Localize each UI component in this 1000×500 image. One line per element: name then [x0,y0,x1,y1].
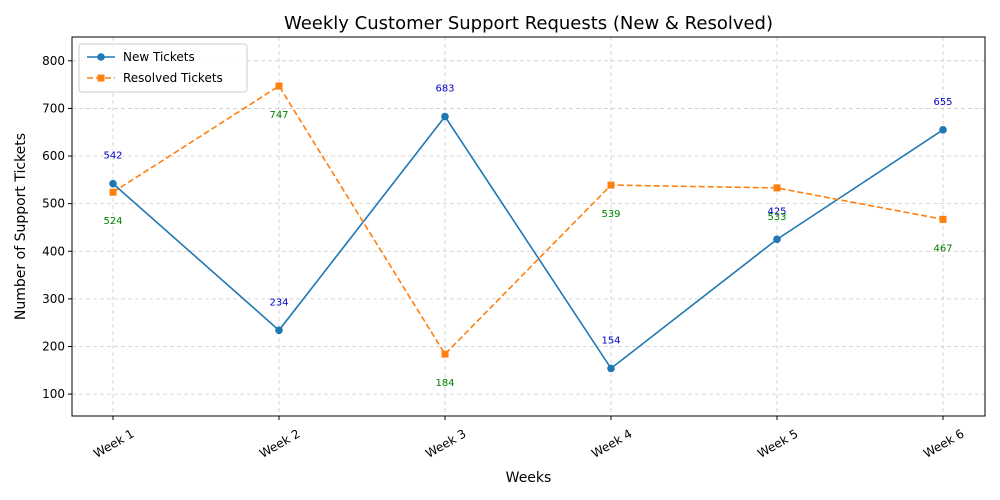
y-tick-label: 100 [42,387,65,401]
data-point [607,364,615,373]
plot-frame [71,36,986,417]
data-point [773,235,781,244]
y-tick-label: 200 [42,339,65,353]
y-axis-title: Number of Support Tickets [13,133,29,320]
data-point [109,188,117,196]
data-label: 683 [435,84,454,95]
data-label: 154 [601,335,620,346]
data-point [441,350,449,358]
data-point [939,215,947,223]
data-label: 184 [435,378,454,389]
y-tick-label: 500 [42,197,65,211]
x-axis-title: Weeks [506,470,552,486]
data-point [773,184,781,192]
legend-marker [97,74,105,82]
y-tick-label: 300 [42,292,65,306]
y-tick-label: 700 [42,101,65,115]
data-point [109,179,117,188]
series-line [112,84,944,356]
legend-box [78,43,248,93]
series-line [112,115,944,370]
data-point [441,112,449,121]
data-label: 234 [269,297,288,308]
data-label: 542 [103,151,122,162]
legend-marker [97,53,105,61]
data-point [607,181,615,189]
y-tick-label: 800 [42,54,65,68]
data-label: 524 [103,216,122,227]
data-point [275,82,283,90]
legend: New Tickets Resolved Tickets [78,43,248,93]
y-tick-label: 600 [42,149,65,163]
data-label: 539 [601,209,620,220]
data-point [275,326,283,335]
data-label: 425 [767,206,786,217]
data-label: 747 [269,110,288,121]
data-label: 467 [933,243,952,254]
data-label: 655 [933,97,952,108]
y-tick-label: 400 [42,244,65,258]
data-labels: 542 234 683 154 425 655 524 747 184 539 533 467 [103,84,952,390]
legend-label: New Tickets [123,50,195,64]
chart-title: Weekly Customer Support Requests (New & … [284,13,773,34]
data-label: 533 [767,212,786,223]
grid-lines [72,37,985,416]
legend-label: Resolved Tickets [123,71,223,85]
data-point [939,126,947,134]
plot-series [109,82,947,373]
